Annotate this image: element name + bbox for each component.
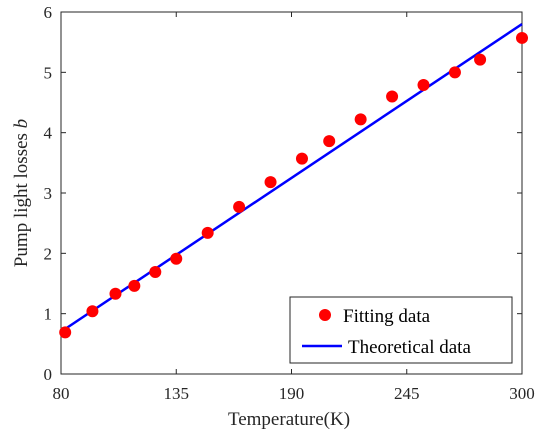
fitting-data-point [448, 66, 461, 79]
theoretical-line-layer [60, 23, 523, 333]
y-tick-label: 1 [44, 305, 53, 324]
y-axis-title-symbol: b [11, 119, 32, 129]
legend-box [289, 296, 513, 364]
y-tick-label: 2 [44, 244, 53, 263]
x-tick-label: 135 [164, 384, 190, 403]
y-tick-label: 6 [44, 3, 53, 22]
y-axis: 0 1 2 3 4 5 6 [44, 3, 522, 384]
fitting-data-point [295, 152, 308, 165]
fitting-data-point [417, 79, 430, 92]
theoretical-line [60, 23, 523, 333]
y-axis-title: Pump light losses b [11, 119, 32, 267]
legend-label-theoretical: Theoretical data [348, 337, 471, 358]
legend: Fitting data Theoretical data [289, 296, 513, 364]
fitting-data-point [474, 53, 487, 66]
fitting-data-point [86, 305, 99, 318]
x-tick-label: 190 [279, 384, 305, 403]
x-axis-title: Temperature(K) [228, 409, 350, 430]
fitting-data-point [149, 266, 162, 279]
fitting-data-point [109, 287, 122, 300]
x-tick-label: 300 [509, 384, 535, 403]
legend-marker-fitting [319, 309, 331, 321]
fitting-data-point [128, 279, 141, 292]
fitting-data-point [386, 90, 399, 103]
fitting-data-point [170, 252, 183, 265]
y-axis-title-main: Pump light losses [11, 128, 32, 267]
y-tick-label: 3 [44, 184, 53, 203]
legend-label-fitting: Fitting data [343, 306, 431, 327]
x-tick-label: 80 [53, 384, 70, 403]
fitting-data-point [201, 226, 214, 239]
y-tick-label: 5 [44, 63, 53, 82]
x-axis: 80 135 190 245 300 [53, 12, 535, 403]
x-tick-label: 245 [394, 384, 420, 403]
fitting-data-point [264, 176, 277, 189]
fitting-data-point [516, 31, 528, 44]
y-tick-label: 0 [44, 365, 53, 384]
fitting-points-layer [59, 31, 528, 339]
y-tick-label: 4 [44, 124, 53, 143]
fitting-data-point [354, 113, 367, 126]
fitting-data-point [59, 326, 72, 339]
fitting-data-point [323, 135, 336, 148]
fitting-data-point [233, 200, 246, 213]
